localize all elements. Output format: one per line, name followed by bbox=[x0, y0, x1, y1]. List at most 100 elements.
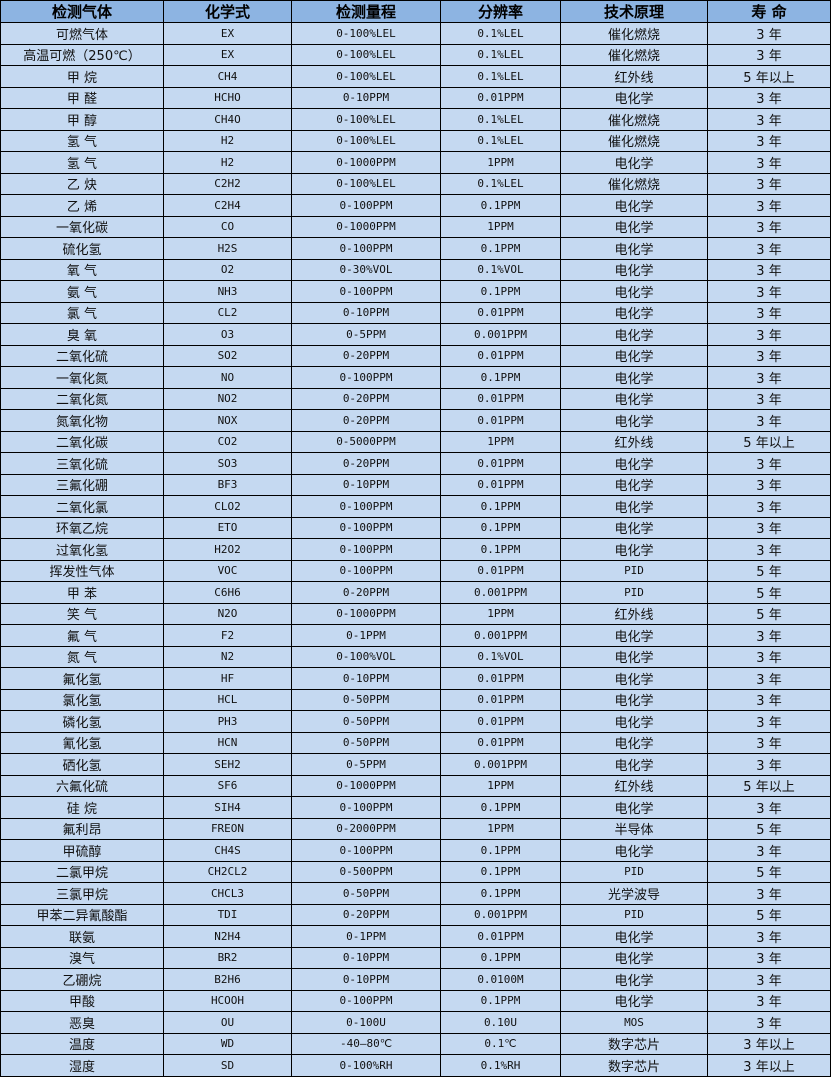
formula-cell: O2 bbox=[163, 258, 292, 281]
resolution-cell: 0.1PPM bbox=[440, 882, 561, 905]
lifespan-cell: 3 年 bbox=[707, 452, 831, 475]
resolution-cell: 1PPM bbox=[440, 215, 561, 238]
range-cell: 0-100%LEL bbox=[291, 65, 441, 88]
gas-cell: 六氟化硫 bbox=[0, 774, 164, 797]
resolution-cell: 0.001PPM bbox=[440, 903, 561, 926]
range-cell: 0-100%LEL bbox=[291, 43, 441, 66]
resolution-cell: 0.1%LEL bbox=[440, 129, 561, 152]
table-row: 三氧化硫 SO3 0-20PPM 0.01PPM 电化学 3 年 bbox=[0, 452, 831, 475]
range-cell: -40—80℃ bbox=[291, 1032, 441, 1055]
resolution-cell: 0.1PPM bbox=[440, 796, 561, 819]
range-cell: 0-10PPM bbox=[291, 473, 441, 496]
range-cell: 0-100%VOL bbox=[291, 645, 441, 668]
header-resolution: 分辨率 bbox=[440, 0, 561, 23]
principle-cell: 电化学 bbox=[560, 323, 708, 346]
gas-cell: 高温可燃（250℃） bbox=[0, 43, 164, 66]
principle-cell: 电化学 bbox=[560, 946, 708, 969]
principle-cell: 电化学 bbox=[560, 624, 708, 647]
formula-cell: N2 bbox=[163, 645, 292, 668]
range-cell: 0-100%LEL bbox=[291, 129, 441, 152]
principle-cell: MOS bbox=[560, 1011, 708, 1034]
table-row: 硅 烷 SIH4 0-100PPM 0.1PPM 电化学 3 年 bbox=[0, 796, 831, 819]
range-cell: 0-100PPM bbox=[291, 280, 441, 303]
table-row: 甲硫醇 CH4S 0-100PPM 0.1PPM 电化学 3 年 bbox=[0, 839, 831, 862]
resolution-cell: 0.01PPM bbox=[440, 344, 561, 367]
resolution-cell: 0.1PPM bbox=[440, 495, 561, 518]
resolution-cell: 1PPM bbox=[440, 151, 561, 174]
formula-cell: CH4O bbox=[163, 108, 292, 131]
range-cell: 0-5PPM bbox=[291, 323, 441, 346]
formula-cell: HCOOH bbox=[163, 989, 292, 1012]
formula-cell: SF6 bbox=[163, 774, 292, 797]
formula-cell: OU bbox=[163, 1011, 292, 1034]
range-cell: 0-30%VOL bbox=[291, 258, 441, 281]
lifespan-cell: 3 年 bbox=[707, 129, 831, 152]
header-gas: 检测气体 bbox=[0, 0, 164, 23]
resolution-cell: 0.1%LEL bbox=[440, 22, 561, 45]
gas-cell: 三氧化硫 bbox=[0, 452, 164, 475]
gas-cell: 三氟化硼 bbox=[0, 473, 164, 496]
table-row: 一氧化氮 NO 0-100PPM 0.1PPM 电化学 3 年 bbox=[0, 366, 831, 389]
resolution-cell: 0.01PPM bbox=[440, 387, 561, 410]
principle-cell: 电化学 bbox=[560, 495, 708, 518]
lifespan-cell: 3 年 bbox=[707, 989, 831, 1012]
resolution-cell: 0.01PPM bbox=[440, 925, 561, 948]
formula-cell: VOC bbox=[163, 559, 292, 582]
resolution-cell: 0.1%RH bbox=[440, 1054, 561, 1077]
principle-cell: 电化学 bbox=[560, 839, 708, 862]
principle-cell: 电化学 bbox=[560, 301, 708, 324]
gas-cell: 二氧化氯 bbox=[0, 495, 164, 518]
gas-cell: 二氯甲烷 bbox=[0, 860, 164, 883]
principle-cell: 电化学 bbox=[560, 516, 708, 539]
table-row: 三氟化硼 BF3 0-10PPM 0.01PPM 电化学 3 年 bbox=[0, 473, 831, 496]
formula-cell: B2H6 bbox=[163, 968, 292, 991]
lifespan-cell: 3 年 bbox=[707, 409, 831, 432]
lifespan-cell: 3 年 bbox=[707, 925, 831, 948]
lifespan-cell: 3 年以上 bbox=[707, 1032, 831, 1055]
table-row: 可燃气体 EX 0-100%LEL 0.1%LEL 催化燃烧 3 年 bbox=[0, 22, 831, 45]
range-cell: 0-50PPM bbox=[291, 710, 441, 733]
table-row: 氨 气 NH3 0-100PPM 0.1PPM 电化学 3 年 bbox=[0, 280, 831, 303]
principle-cell: 红外线 bbox=[560, 65, 708, 88]
table-row: 臭 氧 O3 0-5PPM 0.001PPM 电化学 3 年 bbox=[0, 323, 831, 346]
lifespan-cell: 3 年 bbox=[707, 946, 831, 969]
principle-cell: 电化学 bbox=[560, 753, 708, 776]
range-cell: 0-20PPM bbox=[291, 387, 441, 410]
table-row: 联氨 N2H4 0-1PPM 0.01PPM 电化学 3 年 bbox=[0, 925, 831, 948]
principle-cell: 电化学 bbox=[560, 151, 708, 174]
principle-cell: 电化学 bbox=[560, 194, 708, 217]
lifespan-cell: 3 年 bbox=[707, 538, 831, 561]
principle-cell: PID bbox=[560, 581, 708, 604]
gas-cell: 硫化氢 bbox=[0, 237, 164, 260]
range-cell: 0-50PPM bbox=[291, 731, 441, 754]
principle-cell: 电化学 bbox=[560, 731, 708, 754]
principle-cell: 电化学 bbox=[560, 280, 708, 303]
resolution-cell: 0.1PPM bbox=[440, 280, 561, 303]
lifespan-cell: 5 年 bbox=[707, 559, 831, 582]
formula-cell: CH4 bbox=[163, 65, 292, 88]
principle-cell: 数字芯片 bbox=[560, 1054, 708, 1077]
range-cell: 0-10PPM bbox=[291, 667, 441, 690]
resolution-cell: 0.1PPM bbox=[440, 538, 561, 561]
resolution-cell: 0.1PPM bbox=[440, 860, 561, 883]
principle-cell: 光学波导 bbox=[560, 882, 708, 905]
lifespan-cell: 3 年 bbox=[707, 495, 831, 518]
formula-cell: BF3 bbox=[163, 473, 292, 496]
range-cell: 0-100PPM bbox=[291, 237, 441, 260]
lifespan-cell: 3 年 bbox=[707, 43, 831, 66]
formula-cell: SEH2 bbox=[163, 753, 292, 776]
principle-cell: PID bbox=[560, 559, 708, 582]
table-row: 二氧化硫 SO2 0-20PPM 0.01PPM 电化学 3 年 bbox=[0, 344, 831, 367]
lifespan-cell: 5 年 bbox=[707, 817, 831, 840]
gas-cell: 硅 烷 bbox=[0, 796, 164, 819]
lifespan-cell: 3 年 bbox=[707, 731, 831, 754]
table-row: 湿度 SD 0-100%RH 0.1%RH 数字芯片 3 年以上 bbox=[0, 1054, 831, 1077]
principle-cell: 电化学 bbox=[560, 968, 708, 991]
gas-cell: 磷化氢 bbox=[0, 710, 164, 733]
principle-cell: 红外线 bbox=[560, 774, 708, 797]
formula-cell: H2 bbox=[163, 129, 292, 152]
gas-cell: 乙 炔 bbox=[0, 172, 164, 195]
resolution-cell: 0.1℃ bbox=[440, 1032, 561, 1055]
formula-cell: HF bbox=[163, 667, 292, 690]
